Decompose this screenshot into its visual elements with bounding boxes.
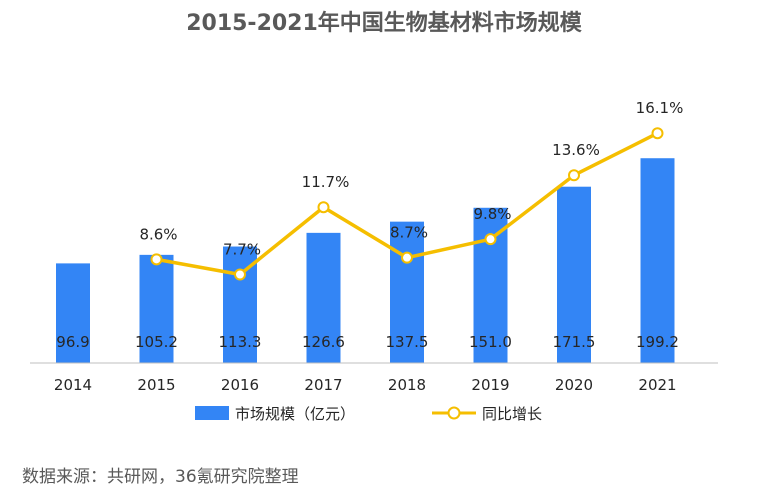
bar-2017 [306, 232, 341, 363]
bar-label-2021: 199.2 [636, 333, 679, 351]
x-tick-2017: 2017 [304, 376, 342, 394]
growth-point-2021 [651, 127, 664, 140]
x-tick-2018: 2018 [388, 376, 426, 394]
legend-label-line: 同比增长 [482, 405, 542, 423]
growth-point-2018 [401, 251, 413, 264]
growth-label-2020: 13.6% [552, 141, 600, 159]
legend-label-bar: 市场规模（亿元） [235, 405, 355, 423]
growth-label-2018: 8.7% [390, 224, 428, 242]
bar-label-2014: 96.9 [56, 333, 89, 351]
x-tick-2014: 2014 [54, 376, 92, 394]
growth-point-2017 [317, 201, 330, 214]
source-note: 数据来源：共研网，36氪研究院整理 [22, 467, 299, 487]
growth-label-2021: 16.1% [636, 99, 684, 117]
legend-swatch-bar [195, 406, 229, 420]
bar-label-2016: 113.3 [219, 333, 262, 351]
x-tick-2015: 2015 [137, 376, 175, 394]
x-axis-tick-labels: 2014 2015 2016 2017 2018 2019 2020 2021 [54, 376, 677, 394]
growth-label-2015: 8.6% [139, 225, 177, 243]
bar-2021 [640, 158, 675, 363]
x-tick-2021: 2021 [638, 376, 676, 394]
bar-2018 [390, 221, 424, 363]
x-tick-2020: 2020 [555, 376, 593, 394]
bar-2014 [56, 263, 90, 363]
legend: 市场规模（亿元） 同比增长 [195, 405, 542, 423]
bar-data-labels: 96.9 105.2 113.3 126.6 137.5 151.0 171.5 199.2 [56, 333, 679, 351]
line-data-labels: 8.6% 7.7% 11.7% 8.7% 9.8% 13.6% 16.1% [139, 99, 683, 258]
growth-label-2019: 9.8% [473, 205, 511, 223]
bar-label-2018: 137.5 [386, 333, 429, 351]
bar-label-2017: 126.6 [302, 333, 345, 351]
bar-label-2019: 151.0 [469, 333, 512, 351]
bar-label-2015: 105.2 [135, 333, 178, 351]
bar-label-2020: 171.5 [553, 333, 596, 351]
growth-point-2016 [234, 268, 246, 281]
x-tick-2019: 2019 [471, 376, 509, 394]
chart-title: 2015-2021年中国生物基材料市场规模 [186, 10, 583, 36]
growth-label-2016: 7.7% [223, 240, 261, 258]
line-series [150, 127, 664, 281]
bar-series [56, 158, 675, 363]
legend-swatch-marker [447, 406, 461, 420]
growth-label-2017: 11.7% [302, 173, 350, 191]
growth-point-2015 [150, 253, 163, 266]
bar-2020 [557, 186, 591, 363]
bar-2015 [139, 254, 174, 363]
growth-point-2020 [568, 169, 580, 182]
growth-point-2019 [484, 233, 497, 246]
x-tick-2016: 2016 [221, 376, 259, 394]
